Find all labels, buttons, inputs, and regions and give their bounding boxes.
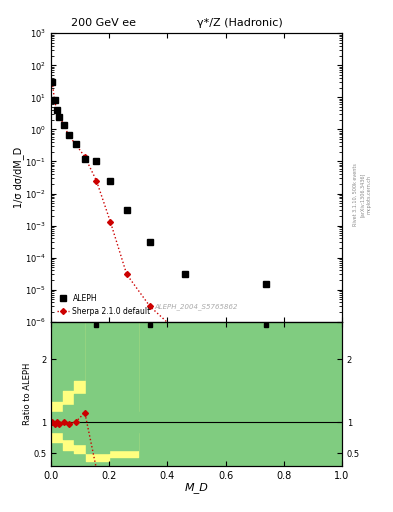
Text: γ*/Z (Hadronic): γ*/Z (Hadronic)	[197, 18, 283, 28]
Y-axis label: Ratio to ALEPH: Ratio to ALEPH	[23, 362, 32, 425]
Text: ALEPH_2004_S5765862: ALEPH_2004_S5765862	[155, 304, 238, 310]
Text: 200 GeV ee: 200 GeV ee	[71, 18, 136, 28]
Y-axis label: 1/σ dσ/dM_D: 1/σ dσ/dM_D	[13, 147, 24, 208]
Text: Rivet 3.1.10, 500k events: Rivet 3.1.10, 500k events	[353, 163, 358, 226]
Legend: ALEPH, Sherpa 2.1.0 default: ALEPH, Sherpa 2.1.0 default	[55, 291, 153, 318]
X-axis label: M_D: M_D	[185, 482, 208, 493]
Text: mcplots.cern.ch: mcplots.cern.ch	[366, 175, 371, 214]
Text: [arXiv:1306.3436]: [arXiv:1306.3436]	[360, 173, 365, 217]
